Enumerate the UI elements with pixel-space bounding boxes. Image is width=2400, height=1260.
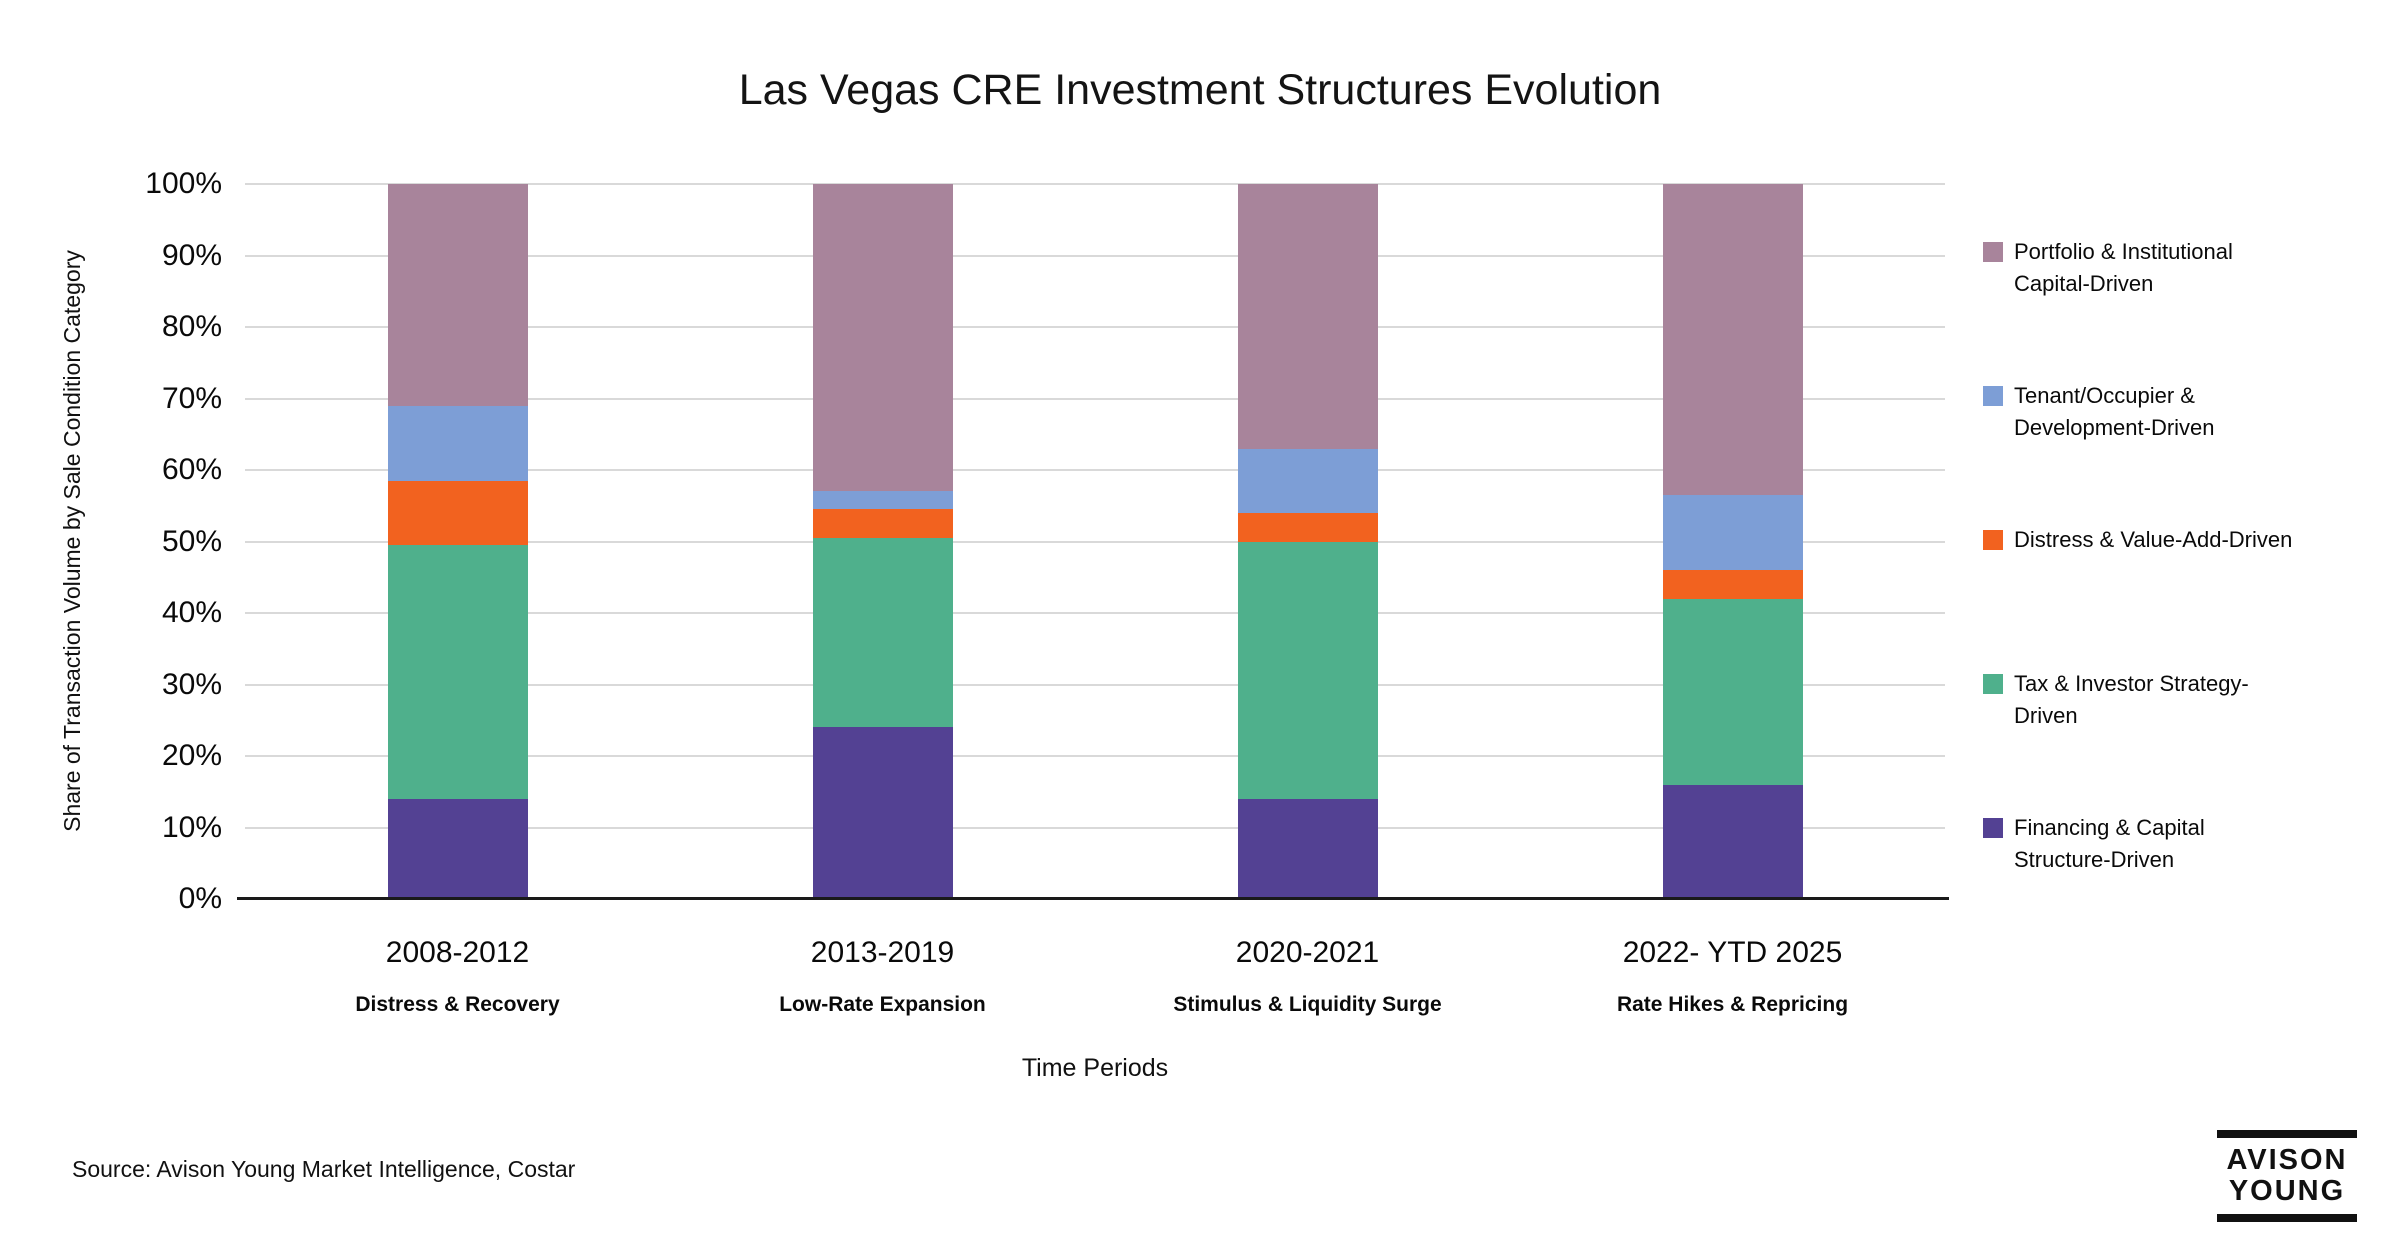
legend-label-line: Development-Driven: [2014, 415, 2215, 440]
bar-2022- YTD 2025: [1662, 184, 1803, 899]
legend-item: Tenant/Occupier & Development-Driven: [1983, 380, 2383, 444]
y-tick-label: 40%: [161, 596, 222, 629]
legend-label-line: Structure-Driven: [2014, 847, 2175, 872]
x-axis-line: [237, 897, 1949, 900]
y-tick-label: 20%: [161, 739, 222, 772]
gridline-20%: [245, 755, 1945, 757]
bar-segment: [812, 727, 953, 899]
legend-label-line: Tax & Investor Strategy-: [2014, 671, 2249, 696]
gridline-70%: [245, 397, 1945, 400]
legend-label: Portfolio & Institutional Capital-Driven: [2014, 236, 2233, 300]
gridline-10%: [245, 826, 1945, 829]
bar-2020-2021: [1237, 184, 1378, 899]
legend-label: Distress & Value-Add-Driven: [2014, 524, 2292, 556]
bar-segment: [812, 184, 953, 492]
gridline-90%: [245, 254, 1945, 257]
bar-segment: [387, 545, 528, 799]
legend-item: Distress & Value-Add-Driven: [1983, 524, 2383, 556]
bar-segment: [812, 537, 953, 728]
legend-item: Financing & Capital Structure-Driven: [1983, 812, 2383, 876]
x-axis-title: Time Periods: [1021, 1054, 1169, 1082]
legend-swatch: [1983, 530, 2003, 550]
y-tick-label: 100%: [145, 167, 222, 200]
y-tick-label: 80%: [161, 310, 222, 343]
bar-segment: [1237, 448, 1378, 513]
legend-label-line: Tenant/Occupier &: [2014, 383, 2195, 408]
legend-label: Financing & Capital Structure-Driven: [2014, 812, 2205, 876]
category-label: 2020-2021: [1235, 936, 1380, 969]
legend-label: Tenant/Occupier & Development-Driven: [2014, 380, 2215, 444]
bar-segment: [387, 405, 528, 481]
category-sublabel: Low-Rate Expansion: [779, 993, 986, 1016]
y-tick-label: 0%: [178, 882, 222, 915]
bar-segment: [387, 184, 528, 406]
bar-segment: [1237, 512, 1378, 542]
legend-label-line: Portfolio & Institutional: [2014, 239, 2233, 264]
legend-label-line: Capital-Driven: [2014, 271, 2154, 296]
legend-swatch: [1983, 674, 2003, 694]
legend-label: Tax & Investor Strategy- Driven: [2014, 668, 2249, 732]
y-tick-label: 70%: [161, 381, 222, 415]
gridline-80%: [245, 326, 1945, 328]
gridline-100%: [245, 183, 1945, 185]
bar-2008-2012: [387, 184, 528, 899]
logo-top-rule: [2217, 1130, 2357, 1138]
y-tick-label: 60%: [161, 453, 222, 486]
legend-label-line: Financing & Capital: [2014, 815, 2205, 840]
y-tick-label: 90%: [161, 238, 222, 272]
bar-segment: [1237, 184, 1378, 449]
y-tick-label: 50%: [161, 524, 222, 558]
legend-swatch: [1983, 818, 2003, 838]
bar-segment: [812, 509, 953, 538]
gridline-30%: [245, 683, 1945, 686]
y-tick-label: 10%: [161, 810, 222, 844]
legend-label-line: Distress & Value-Add-Driven: [2014, 527, 2293, 552]
bar-segment: [1662, 495, 1803, 571]
y-tick-label: 30%: [161, 667, 222, 701]
bar-segment: [1662, 598, 1803, 785]
legend-swatch: [1983, 386, 2003, 406]
bar-segment: [1237, 541, 1378, 799]
category-label: 2008-2012: [385, 936, 530, 969]
category-label: 2022- YTD 2025: [1622, 936, 1843, 969]
source-note: Source: Avison Young Market Intelligence…: [72, 1156, 576, 1182]
logo-word-young: YOUNG: [2228, 1175, 2346, 1207]
legend-swatch: [1983, 242, 2003, 262]
bar-segment: [1237, 798, 1378, 899]
gridline-60%: [245, 469, 1945, 471]
bar-segment: [387, 480, 528, 546]
bar-segment: [387, 798, 528, 899]
logo-bottom-rule: [2217, 1214, 2357, 1222]
chart-title: Las Vegas CRE Investment Structures Evol…: [738, 66, 1662, 114]
bar-2013-2019: [812, 184, 953, 899]
legend-label-line: Driven: [2014, 703, 2078, 728]
logo-word-avison: AVISON: [2226, 1144, 2348, 1176]
category-sublabel: Distress & Recovery: [355, 993, 560, 1016]
category-label: 2013-2019: [810, 936, 955, 969]
bar-segment: [1662, 784, 1803, 899]
avison-young-logo: AVISON YOUNG: [2217, 1130, 2357, 1222]
bar-segment: [1662, 570, 1803, 599]
category-sublabel: Rate Hikes & Repricing: [1616, 993, 1849, 1016]
gridline-50%: [245, 540, 1945, 543]
bar-segment: [1662, 184, 1803, 496]
category-sublabel: Stimulus & Liquidity Surge: [1173, 993, 1442, 1016]
legend-item: Portfolio & Institutional Capital-Driven: [1983, 236, 2383, 300]
bar-segment: [812, 491, 953, 510]
legend-item: Tax & Investor Strategy- Driven: [1983, 668, 2383, 732]
gridline-40%: [245, 612, 1945, 614]
